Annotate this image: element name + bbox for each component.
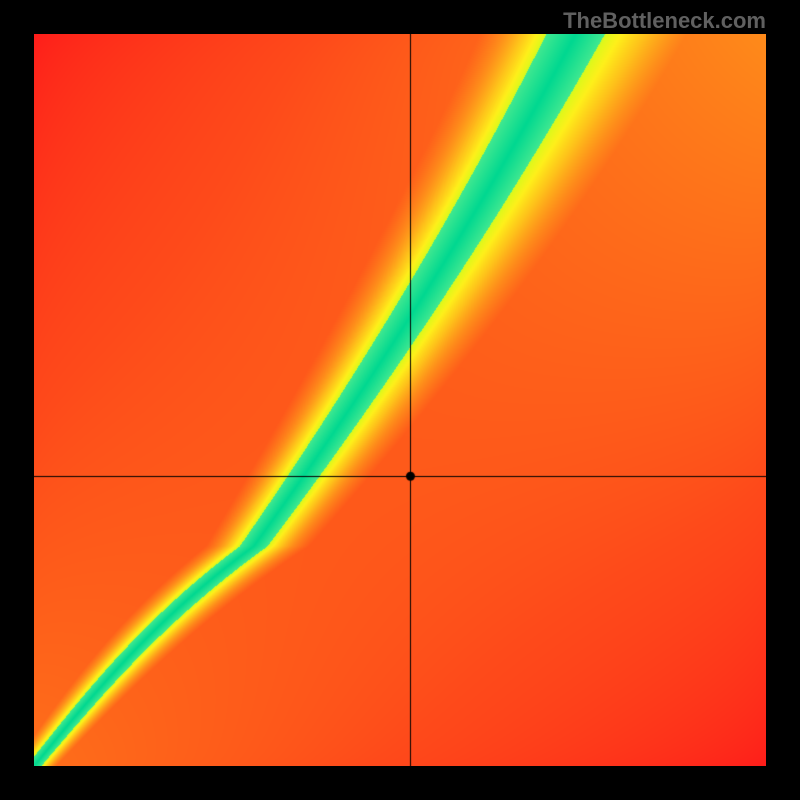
bottleneck-heatmap (34, 34, 766, 766)
attribution-label: TheBottleneck.com (563, 8, 766, 34)
root: TheBottleneck.com (0, 0, 800, 800)
